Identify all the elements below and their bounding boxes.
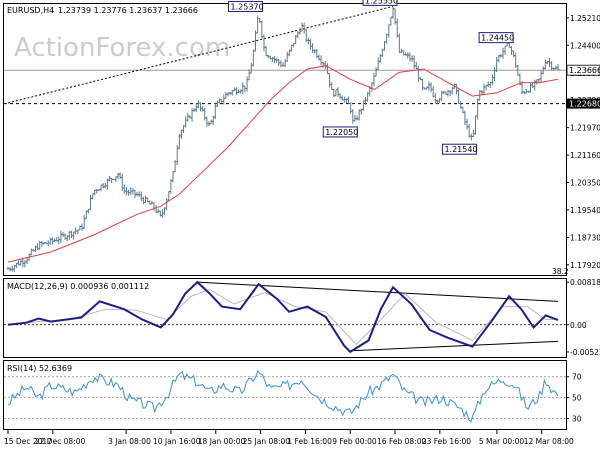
x-tick-label: 5 Mar 00:00 — [479, 437, 525, 446]
rsi-tick-label: 50 — [572, 394, 582, 403]
x-tick-label: 1 Feb 16:00 — [287, 437, 332, 446]
x-tick-label: 15 Dec 2017 — [4, 437, 52, 446]
macd-tick-label: 0.00 — [570, 321, 587, 330]
macd-label: MACD(12,26,9) 0.000936 0.001112 — [7, 282, 149, 291]
price-tick-label: 1.19540 — [570, 206, 600, 215]
x-tick-label: 22 Dec 08:00 — [35, 437, 86, 446]
macd-tick-label: 0.008182 — [570, 278, 600, 287]
x-tick-label: 18 Jan 00:00 — [198, 437, 246, 446]
price-annotation-box — [362, 0, 398, 6]
price-annotation-label: 1.25550 — [365, 0, 398, 5]
price-tick-label: 1.20350 — [570, 179, 600, 188]
price-annotation-box — [322, 126, 358, 138]
price-annotation-label: 1.24450 — [481, 34, 514, 43]
price-tick-label: 1.24400 — [570, 41, 600, 50]
fib-partial-label: 38.2 — [552, 267, 569, 276]
watermark-text: ActionForex.com — [14, 33, 230, 63]
price-tick-label: 1.25210 — [570, 14, 600, 23]
rsi-label: RSI(14) 52.6369 — [7, 364, 72, 373]
macd-line — [7, 280, 559, 354]
x-tick-label: 16 Feb 08:00 — [377, 437, 426, 446]
macd-tick-label: -0.005223 — [570, 348, 600, 357]
rsi-y-axis: 70 50 30 — [566, 373, 582, 424]
price-tick-label: 1.18730 — [570, 233, 600, 242]
price-annotation-label: 1.21540 — [444, 145, 477, 154]
macd-y-axis: 0.008182 0.00 -0.005223 — [566, 278, 600, 357]
support-level-tag — [567, 98, 600, 109]
x-tick-label: 9 Feb 00:00 — [332, 437, 377, 446]
moving-average-line — [7, 65, 559, 263]
price-annotation-box — [441, 143, 477, 155]
price-bars — [6, 6, 560, 273]
x-tick-label: 3 Jan 08:00 — [108, 437, 151, 446]
rsi-line — [7, 369, 559, 423]
rsi-panel-frame — [3, 360, 567, 430]
rsi-tick-label: 70 — [572, 373, 582, 382]
x-tick-label: 25 Jan 08:00 — [243, 437, 291, 446]
support-level-value: 1.22680 — [569, 100, 600, 109]
x-tick-label: 12 Mar 08:00 — [524, 437, 574, 446]
macd-panel-frame — [3, 278, 567, 358]
price-annotations: 1.25370 1.25550 1.24450 1.22050 1.21540 — [228, 0, 514, 155]
price-tick-label: 1.17920 — [570, 261, 600, 270]
macd-lower-trendline — [350, 340, 559, 352]
current-price-value: 1.23666 — [569, 66, 600, 75]
price-annotation-box — [228, 0, 264, 12]
price-panel-frame — [3, 3, 567, 276]
x-tick-label: 23 Feb 16:00 — [422, 437, 471, 446]
price-annotation-label: 1.22050 — [325, 128, 358, 137]
price-annotation-label: 1.25370 — [231, 2, 264, 11]
price-annotation-box — [478, 32, 514, 44]
symbol-label: EURUSD,H4 — [7, 6, 54, 15]
price-tick-label: 1.21160 — [570, 151, 600, 160]
x-tick-label: 10 Jan 16:00 — [153, 437, 201, 446]
price-tick-label: 1.21970 — [570, 124, 600, 133]
ohlc-label: 1.23739 1.23776 1.23637 1.23666 — [58, 6, 198, 15]
current-price-tag — [566, 64, 600, 76]
rsi-tick-label: 30 — [572, 415, 582, 424]
